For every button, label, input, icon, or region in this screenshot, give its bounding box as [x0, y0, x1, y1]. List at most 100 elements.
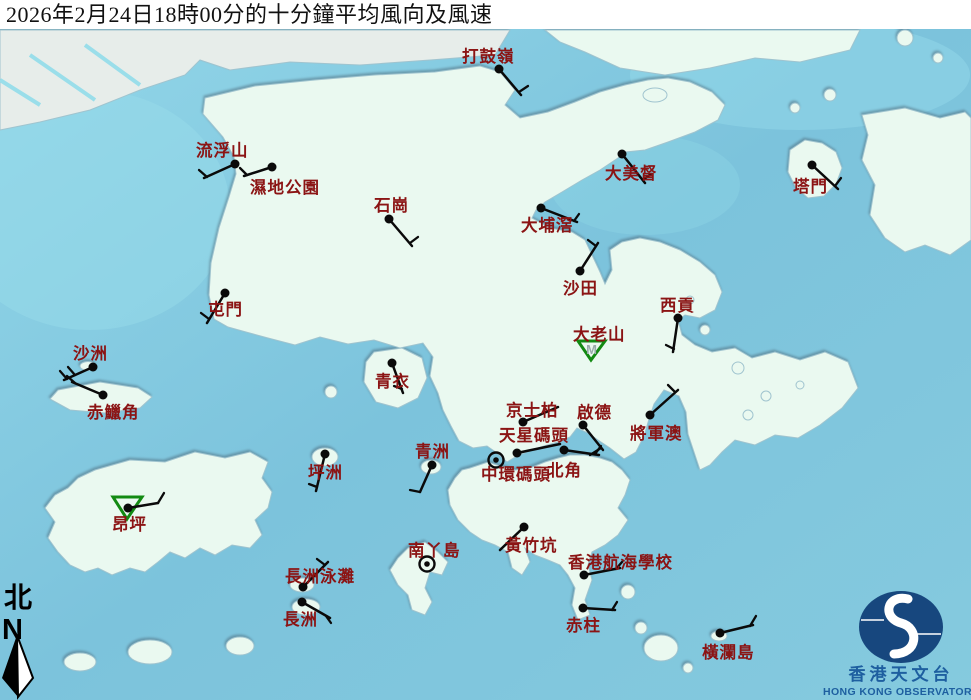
station-kai-tak: 啟德 — [577, 402, 611, 457]
station-label: 石崗 — [373, 196, 409, 215]
wind-barb-shaft — [718, 623, 755, 635]
wind-barb-feather — [833, 176, 843, 188]
map-islet-1 — [620, 584, 636, 600]
wind-barb-shaft — [521, 405, 560, 424]
map-islet-2 — [634, 621, 648, 635]
maintenance-mark: M — [586, 342, 597, 357]
wind-barb-shaft — [578, 241, 600, 273]
station-kings-park: 京士柏 — [506, 400, 560, 427]
station-lau-fau-shan: 流浮山 — [196, 140, 248, 180]
wind-barb-feather — [408, 488, 422, 494]
wind-barb-feather — [586, 238, 598, 248]
map-islet-4 — [225, 636, 255, 656]
station-dot — [519, 522, 529, 532]
station-peng-chau: 坪洲 — [307, 449, 342, 493]
north-arrow-left — [2, 635, 18, 697]
station-star-ferry-pier: 天星碼頭 — [499, 426, 568, 458]
wind-barb-feather — [610, 600, 619, 612]
station-chek-lap-kok: 赤鱲角 — [65, 374, 140, 422]
wind-barb-shaft — [418, 463, 434, 494]
station-dot — [298, 582, 308, 592]
wind-barb-feather — [593, 444, 603, 456]
station-dot — [387, 358, 397, 368]
wind-barb-feather — [641, 172, 653, 182]
calm-symbol-dot — [493, 457, 499, 463]
map-islet-3 — [682, 662, 694, 674]
station-label: 赤鱲角 — [87, 402, 140, 422]
station-tai-po-kau: 大埔滘 — [521, 203, 581, 235]
wind-barb-shaft — [810, 163, 840, 191]
station-hk-sea-school: 香港航海學校 — [568, 552, 673, 580]
wind-barb-shaft — [314, 452, 327, 493]
station-wetland-park: 濕地公園 — [238, 162, 319, 197]
station-waglan-island: 橫瀾島 — [702, 614, 758, 662]
wind-barb-shaft — [582, 566, 622, 577]
station-tseung-kwan-o: 將軍澳 — [630, 383, 683, 443]
station-label: 中環碼頭 — [481, 464, 551, 484]
station-tai-mei-tuk: 大美督 — [605, 149, 657, 185]
map-islet-9 — [742, 409, 754, 421]
station-dot — [575, 266, 585, 276]
wind-barb-shaft — [301, 560, 330, 589]
hko-logo: 香港天文台 HONG KONG OBSERVATORY — [823, 591, 971, 698]
wind-barb-feather — [66, 365, 77, 377]
station-dot — [673, 313, 683, 323]
station-label: 打鼓嶺 — [462, 46, 515, 66]
station-sai-kung: 西貢 — [660, 296, 694, 354]
station-label: 屯門 — [208, 299, 243, 319]
station-north-point: 北角 — [547, 444, 603, 480]
land-masses — [0, 29, 971, 674]
station-dot — [220, 288, 230, 298]
wind-barb-feather — [664, 343, 676, 351]
station-dot — [579, 570, 589, 580]
wind-barb-shaft — [539, 206, 579, 224]
station-label: 昂坪 — [112, 515, 147, 534]
wind-barb-feather — [748, 614, 758, 628]
wind-barb-feather — [156, 491, 166, 505]
wind-barb-shaft — [620, 152, 647, 185]
station-label: 沙洲 — [73, 344, 108, 363]
station-wong-chuk-hang: 黃竹坑 — [498, 522, 558, 555]
station-label: 香港航海學校 — [568, 552, 673, 572]
station-label: 將軍澳 — [630, 423, 683, 443]
wind-barb-feather — [315, 557, 327, 567]
station-dot — [123, 503, 133, 513]
station-dot — [578, 420, 588, 430]
hko-logo-en-text: HONG KONG OBSERVATORY — [823, 686, 971, 698]
map-islet-5 — [699, 324, 711, 336]
map-northeast-coast — [543, 29, 861, 76]
north-arrow-right — [16, 634, 35, 700]
hko-logo-s-swirl — [884, 593, 919, 659]
station-dot — [536, 203, 546, 213]
station-dot — [88, 362, 98, 372]
map-shenzhen-urban — [0, 29, 511, 131]
station-label: 北角 — [547, 460, 582, 480]
wind-barb-shaft — [515, 442, 562, 455]
station-dot — [715, 628, 725, 638]
calm-symbol-dot — [424, 561, 430, 567]
station-label: 沙田 — [563, 279, 598, 298]
station-dot — [267, 162, 277, 172]
map-ma-wan — [324, 385, 338, 399]
station-label: 黃竹坑 — [504, 535, 558, 555]
station-dot — [559, 445, 569, 455]
station-dot — [427, 460, 437, 470]
station-label: 赤柱 — [566, 615, 601, 635]
station-cheung-chau-beach: 長洲泳灘 — [285, 557, 354, 592]
wind-barb-shaft — [387, 217, 414, 248]
station-shek-kong: 石崗 — [373, 196, 420, 248]
wind-barb-shaft — [242, 165, 274, 178]
station-dot — [645, 410, 655, 420]
hko-logo-lines — [861, 619, 941, 635]
wind-barb-feather — [197, 168, 209, 179]
station-stanley: 赤柱 — [566, 600, 619, 635]
map-islet-8 — [795, 380, 805, 390]
station-sha-tin: 沙田 — [563, 238, 600, 298]
station-label: 青洲 — [415, 441, 450, 461]
map-po-toi — [643, 634, 679, 662]
map-islet-11 — [642, 87, 668, 103]
map-title: 2026年2月24日18時00分的十分鐘平均風向及風速 — [0, 0, 971, 29]
map-islet-13 — [823, 88, 837, 102]
